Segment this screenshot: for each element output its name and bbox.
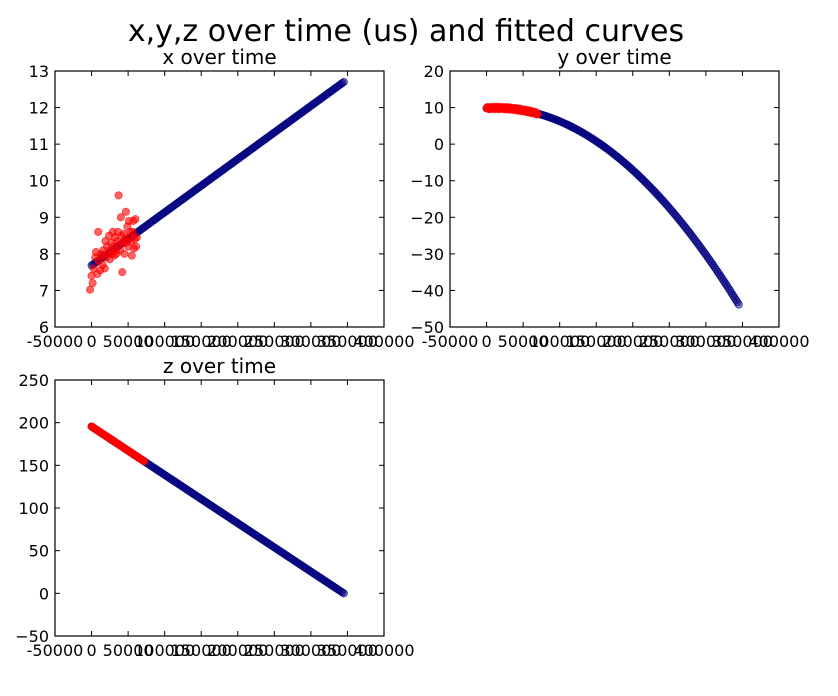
- y-tick-label: −50: [15, 627, 49, 646]
- x-tick-label: 200000: [602, 332, 663, 351]
- y-tick-label: −20: [410, 208, 444, 227]
- subplots: -50000 0 500001000001500002000002500003000…: [15, 45, 809, 660]
- y-tick-label: 0: [434, 135, 444, 154]
- plot-area-y: [482, 102, 743, 309]
- y-tick-label: 50: [29, 542, 49, 561]
- x-tick-label: 100000: [134, 332, 195, 351]
- observed-point: [88, 279, 97, 288]
- subplot-title-y: y over time: [557, 45, 671, 69]
- x-tick-label: 300000: [675, 332, 736, 351]
- observed-point: [100, 264, 109, 273]
- y-tick-label: −50: [410, 318, 444, 337]
- x-tick-label: -50000: [422, 332, 479, 351]
- y-tick-label: 10: [424, 99, 444, 118]
- x-tick-label: 400000: [353, 332, 414, 351]
- y-tick-label: 250: [18, 371, 49, 390]
- subplot-x: -50000 0 500001000001500002000002500003000…: [27, 45, 415, 351]
- y-tick-label: 13: [29, 62, 49, 81]
- fitted-point: [734, 300, 743, 309]
- x-tick-label: 50000: [498, 332, 549, 351]
- observed-point: [132, 233, 141, 242]
- y-tick-label: 0: [39, 584, 49, 603]
- observed-point: [128, 227, 137, 236]
- subplot-z: -50000 0 500001000001500002000002500003000…: [15, 354, 414, 660]
- x-tick-label: 100000: [134, 641, 195, 660]
- observed-point: [140, 457, 149, 466]
- x-tick-label: 0: [86, 332, 96, 351]
- plot-area-z: [87, 422, 348, 598]
- y-tick-label: 7: [39, 281, 49, 300]
- observed-point: [121, 207, 130, 216]
- observed-point: [114, 191, 123, 200]
- observed-point: [94, 227, 103, 236]
- axes-frame-y: [449, 70, 780, 328]
- observed-point: [118, 268, 127, 277]
- observed-point: [120, 249, 129, 258]
- x-tick-label: 350000: [712, 332, 773, 351]
- x-tick-label: 300000: [280, 332, 341, 351]
- y-tick-label: 12: [29, 99, 49, 118]
- x-tick-label: 200000: [207, 641, 268, 660]
- x-tick-label: 0: [86, 641, 96, 660]
- x-tick-label: 300000: [280, 641, 341, 660]
- x-tick-label: -50000: [27, 641, 84, 660]
- subplot-title-x: x over time: [162, 45, 276, 69]
- x-tick-label: 150000: [171, 641, 232, 660]
- x-tick-label: 200000: [207, 332, 268, 351]
- y-tick-label: 9: [39, 208, 49, 227]
- x-tick-label: 100000: [529, 332, 590, 351]
- y-tick-label: −10: [410, 172, 444, 191]
- x-tick-label: 250000: [244, 332, 305, 351]
- observed-point: [131, 215, 140, 224]
- y-tick-label: 10: [29, 172, 49, 191]
- x-tick-label: 50000: [103, 641, 154, 660]
- x-tick-label: 350000: [317, 641, 378, 660]
- y-tick-label: 150: [18, 456, 49, 475]
- x-tick-label: 0: [481, 332, 491, 351]
- plot-area-x: [86, 77, 348, 294]
- x-tick-label: 250000: [639, 332, 700, 351]
- y-tick-label: 200: [18, 414, 49, 433]
- axes-frame-x: [54, 70, 385, 328]
- y-tick-label: 100: [18, 499, 49, 518]
- figure-title: x,y,z over time (us) and fitted curves: [128, 14, 684, 49]
- x-tick-label: 150000: [566, 332, 627, 351]
- y-tick-label: −30: [410, 245, 444, 264]
- observed-point: [127, 251, 136, 260]
- x-tick-label: 350000: [317, 332, 378, 351]
- y-tick-label: 6: [39, 318, 49, 337]
- observed-point: [132, 242, 141, 251]
- x-tick-label: 150000: [171, 332, 232, 351]
- x-tick-label: 400000: [748, 332, 809, 351]
- observed-point: [533, 109, 542, 118]
- fitted-point: [339, 589, 348, 598]
- x-tick-label: 50000: [103, 332, 154, 351]
- x-tick-label: -50000: [27, 332, 84, 351]
- x-tick-label: 250000: [244, 641, 305, 660]
- fitted-point: [339, 77, 348, 86]
- subplot-y: -50000 0 500001000001500002000002500003000…: [410, 45, 809, 351]
- y-tick-label: 8: [39, 245, 49, 264]
- observed-point: [86, 285, 95, 294]
- y-tick-label: 20: [424, 62, 444, 81]
- y-tick-label: −40: [410, 281, 444, 300]
- x-tick-label: 400000: [353, 641, 414, 660]
- subplot-title-z: z over time: [163, 354, 276, 378]
- y-tick-label: 11: [29, 135, 49, 154]
- observed-point: [116, 213, 125, 222]
